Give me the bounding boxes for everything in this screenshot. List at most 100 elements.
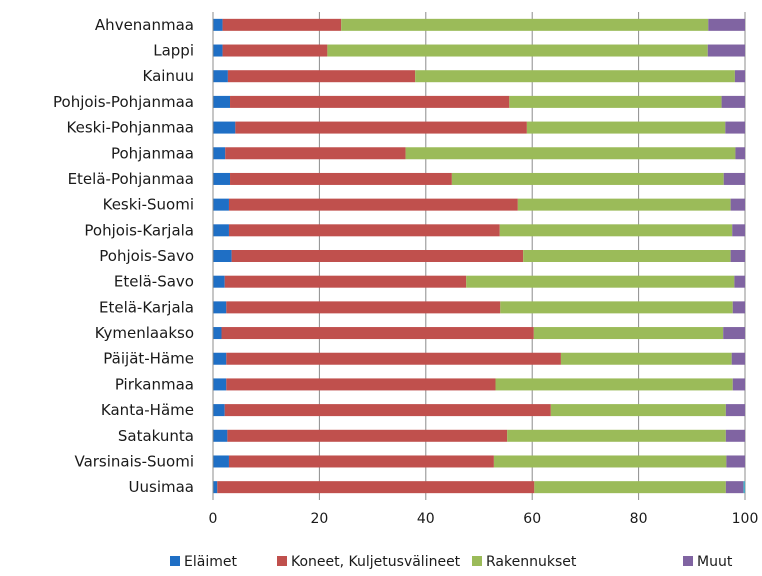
- bar-koneet-kuljetusvälineet-18: [217, 481, 535, 494]
- bar-koneet-kuljetusvälineet-16: [227, 429, 508, 442]
- bar-muut-4: [725, 121, 745, 134]
- bar-muut-0: [708, 18, 745, 31]
- category-label: Pohjanmaa: [111, 144, 194, 162]
- category-label: Lappi: [153, 42, 194, 60]
- category-label: Keski-Pohjanmaa: [67, 119, 194, 137]
- x-tick-label: 40: [417, 511, 435, 527]
- bar-rakennukset-9: [523, 250, 731, 262]
- bar-eläimet-8: [213, 224, 229, 237]
- category-label: Kainuu: [143, 67, 194, 85]
- bar-muut-2: [734, 70, 745, 83]
- bar-rakennukset-16: [507, 429, 726, 442]
- category-label: Etelä-Pohjanmaa: [68, 170, 194, 188]
- bar-koneet-kuljetusvälineet-10: [224, 275, 467, 288]
- bar-rakennukset-0: [341, 18, 709, 31]
- bar-rakennukset-3: [509, 95, 722, 108]
- legend-swatch-2: [472, 556, 482, 566]
- bar-rakennukset-10: [466, 275, 735, 288]
- bar-muut-3: [721, 95, 745, 108]
- category-label: Satakunta: [118, 427, 194, 445]
- bar-eläimet-13: [213, 352, 227, 365]
- bars: [213, 18, 745, 494]
- legend-label: Koneet, Kuljetusvälineet: [291, 554, 461, 570]
- bar-muut-7: [730, 198, 745, 211]
- bar-koneet-kuljetusvälineet-9: [231, 250, 524, 262]
- bar-eläimet-17: [213, 455, 229, 468]
- x-tick-label: 20: [310, 511, 328, 527]
- bar-koneet-kuljetusvälineet-5: [225, 147, 406, 160]
- bar-muut-11: [732, 301, 745, 314]
- bar-muut-1: [707, 44, 745, 57]
- bar-rakennukset-11: [500, 301, 733, 314]
- bar-koneet-kuljetusvälineet-14: [226, 378, 496, 391]
- category-label: Varsinais-Suomi: [74, 452, 194, 470]
- bar-koneet-kuljetusvälineet-4: [235, 121, 527, 134]
- bar-eläimet-2: [213, 70, 228, 83]
- bar-muut-12: [723, 327, 745, 340]
- bar-eläimet-6: [213, 172, 231, 185]
- bar-rakennukset-4: [526, 121, 726, 134]
- bar-muut-16: [725, 429, 745, 442]
- legend-swatch-1: [277, 556, 287, 566]
- legend-swatch-3: [683, 556, 693, 566]
- category-label: Etelä-Karjala: [99, 298, 194, 316]
- bar-koneet-kuljetusvälineet-1: [222, 44, 328, 57]
- category-label: Kanta-Häme: [101, 401, 194, 419]
- bar-muut-10: [734, 275, 745, 288]
- bar-muut-14: [732, 378, 745, 391]
- bar-rakennukset-18: [534, 481, 726, 494]
- category-label: Pohjois-Karjala: [84, 221, 194, 239]
- bar-muut-18: [725, 481, 744, 494]
- bar-muut-6: [723, 172, 745, 185]
- legend: Eläimet Koneet, Kuljetusvälineet Rakennuks…: [170, 554, 733, 570]
- legend-label: Muut: [697, 554, 733, 570]
- bar-eläimet-9: [213, 250, 232, 262]
- bar-eläimet-11: [213, 301, 227, 314]
- legend-swatch-0: [170, 556, 180, 566]
- legend-label: Eläimet: [184, 554, 237, 570]
- bar-other-18: [743, 481, 745, 494]
- category-label: Päijät-Häme: [103, 350, 194, 368]
- bar-rakennukset-13: [560, 352, 732, 365]
- bar-muut-5: [735, 147, 745, 160]
- bar-rakennukset-14: [495, 378, 733, 391]
- bar-koneet-kuljetusvälineet-17: [228, 455, 494, 468]
- category-label: Pohjois-Pohjanmaa: [53, 93, 194, 111]
- bar-rakennukset-12: [533, 327, 724, 340]
- bar-rakennukset-15: [550, 404, 726, 417]
- bar-koneet-kuljetusvälineet-13: [226, 352, 561, 365]
- bar-eläimet-18: [213, 481, 218, 494]
- bar-koneet-kuljetusvälineet-2: [227, 70, 416, 83]
- bar-koneet-kuljetusvälineet-6: [230, 172, 452, 185]
- bar-muut-15: [725, 404, 745, 417]
- bar-koneet-kuljetusvälineet-11: [226, 301, 501, 314]
- x-tick-label: 60: [523, 511, 541, 527]
- bar-rakennukset-7: [517, 198, 731, 211]
- bar-muut-9: [730, 250, 745, 262]
- bar-koneet-kuljetusvälineet-0: [222, 18, 342, 31]
- bar-eläimet-10: [213, 275, 225, 288]
- bar-rakennukset-6: [451, 172, 724, 185]
- bar-eläimet-1: [213, 44, 223, 57]
- legend-label: Rakennukset: [486, 554, 577, 570]
- bar-rakennukset-8: [499, 224, 733, 237]
- x-tick-labels: 0 20 40 60 80 100: [209, 511, 759, 527]
- bar-eläimet-12: [213, 327, 222, 340]
- category-label: Etelä-Savo: [114, 273, 194, 291]
- category-labels: Ahvenanmaa Lappi Kainuu Pohjois-Pohjanmaa Ke…: [53, 16, 194, 496]
- bar-eläimet-16: [213, 429, 228, 442]
- bar-eläimet-3: [213, 95, 231, 108]
- category-label: Kymenlaakso: [95, 324, 194, 342]
- x-tick-label: 0: [209, 511, 218, 527]
- bar-koneet-kuljetusvälineet-7: [228, 198, 518, 211]
- bar-koneet-kuljetusvälineet-3: [230, 95, 510, 108]
- bar-koneet-kuljetusvälineet-15: [224, 404, 551, 417]
- bar-rakennukset-5: [405, 147, 736, 160]
- x-tick-label: 80: [630, 511, 648, 527]
- bar-muut-17: [726, 455, 745, 468]
- category-label: Ahvenanmaa: [95, 16, 194, 34]
- bar-eläimet-4: [213, 121, 236, 134]
- category-label: Uusimaa: [129, 478, 194, 496]
- bar-eläimet-7: [213, 198, 229, 211]
- bar-eläimet-14: [213, 378, 227, 391]
